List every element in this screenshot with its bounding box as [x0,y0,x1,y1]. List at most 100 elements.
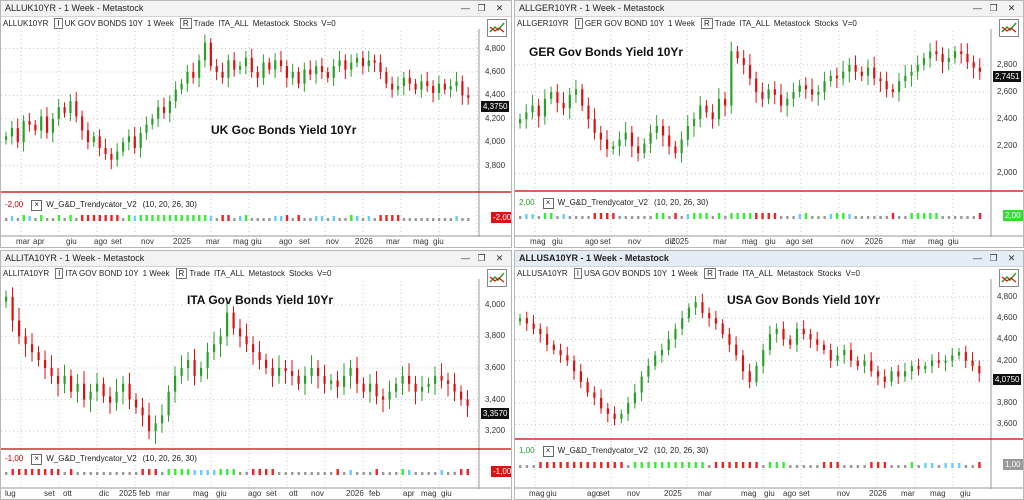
chart-window-ita[interactable]: ALLITA10YR - 1 Week - Metastock — ❐ ✕ AL… [0,250,512,500]
price-chart[interactable] [1,251,512,500]
r-selector[interactable]: R [179,18,192,29]
candle-body [233,60,236,70]
indicator-close-icon[interactable]: × [31,454,43,465]
metastock-logo-icon[interactable] [999,269,1019,287]
metastock-logo-icon[interactable] [999,19,1019,37]
candle-body [382,396,385,400]
candle-body [154,423,157,432]
interval-selector[interactable]: I [55,268,64,279]
window-titlebar[interactable]: ALLUK10YR - 1 Week - Metastock — ❐ ✕ [1,1,511,17]
candle-body [34,124,37,131]
minimize-icon[interactable]: — [461,3,470,13]
candle-body [310,367,313,376]
x-tick-label: nov [841,237,854,246]
candle-body [870,360,873,372]
x-tick-label: mag [421,489,437,498]
candle-body [929,51,932,59]
indicator-bar [624,216,628,219]
toolbar-tag: Trade [193,19,215,28]
indicator-bar [873,216,876,219]
indicator-bar [252,469,255,475]
candle-body [891,89,894,93]
candle-body [45,116,49,133]
candle-body [721,323,724,335]
interval-selector[interactable]: I [54,18,63,29]
indicator-close-icon[interactable]: × [31,200,43,211]
candle-body [630,132,634,147]
candle-body [866,67,870,76]
candle-body [714,318,718,324]
candle-body [767,89,770,99]
indicator-bar [356,472,359,475]
close-icon[interactable]: ✕ [1007,3,1016,13]
candle-body [449,86,452,90]
indicator-bar [519,216,522,219]
candle-body [624,132,627,140]
indicator-close-icon[interactable]: × [542,198,554,209]
price-chart[interactable] [515,251,1024,500]
candle-body [960,51,963,55]
candle-body [660,350,664,356]
candle-body [903,371,907,377]
restore-icon[interactable]: ❐ [989,253,998,263]
interval-selector[interactable]: I [573,268,582,279]
candle-body [978,67,981,72]
candle-body [910,365,913,372]
x-tick-label: 2026 [865,237,883,246]
restore-icon[interactable]: ❐ [989,3,998,13]
indicator-bar [885,216,888,219]
indicator-bar [367,216,371,221]
x-tick-label: 2026 [355,237,373,246]
window-title: ALLGER10YR - 1 Week - Metastock [519,3,665,13]
chart-window-uk[interactable]: ALLUK10YR - 1 Week - Metastock — ❐ ✕ ALL… [0,0,512,248]
indicator-bar [122,472,125,475]
close-icon[interactable]: ✕ [1007,253,1016,263]
chart-window-usa[interactable]: ALLUSA10YR - 1 Week - Metastock — ❐ ✕ AL… [514,250,1024,500]
minimize-icon[interactable]: — [973,253,982,263]
window-titlebar[interactable]: ALLUSA10YR - 1 Week - Metastock — ❐ ✕ [515,251,1023,267]
candle-body [81,116,84,131]
metastock-logo-icon[interactable] [487,19,507,37]
indicator-bar [953,216,957,219]
indicator-bar [714,462,718,468]
window-titlebar[interactable]: ALLGER10YR - 1 Week - Metastock — ❐ ✕ [515,1,1023,17]
metastock-logo-icon[interactable] [487,269,507,287]
restore-icon[interactable]: ❐ [477,3,486,13]
restore-icon[interactable]: ❐ [477,253,486,263]
x-tick-label: mar [156,489,170,498]
candle-body [373,60,376,63]
window-titlebar[interactable]: ALLITA10YR - 1 Week - Metastock — ❐ ✕ [1,251,511,267]
indicator-bar [28,216,31,221]
minimize-icon[interactable]: — [461,253,470,263]
candle-body [24,336,27,345]
x-tick-label: mar [16,237,30,246]
toolbar-tag: Metastock [248,269,285,278]
r-selector[interactable]: R [175,268,188,279]
indicator-bar [546,462,549,468]
candle-body [215,66,218,72]
symbol-label: ALLITA10YR [3,269,50,278]
minimize-icon[interactable]: — [973,3,982,13]
price-chart[interactable] [515,1,1024,248]
candle-body [57,107,60,119]
candle-body [953,51,957,59]
indicator-bar [233,218,236,221]
close-icon[interactable]: ✕ [495,3,504,13]
indicator-bar [151,215,154,221]
r-selector[interactable]: R [700,18,713,29]
candle-body [964,352,967,361]
indicator-bar [291,218,295,221]
indicator-close-icon[interactable]: × [542,446,554,457]
close-icon[interactable]: ✕ [495,253,504,263]
candle-body [141,407,144,416]
candle-body [789,339,792,345]
indicator-bar [680,216,683,219]
candle-body [161,415,164,424]
r-selector[interactable]: R [704,268,716,279]
price-chart[interactable] [1,1,512,248]
interval-selector[interactable]: I [574,18,583,29]
instrument-name: UK GOV BONDS 10Y [64,19,143,28]
indicator-bar [640,462,643,468]
x-tick-label: mar [206,237,220,246]
chart-window-ger[interactable]: ALLGER10YR - 1 Week - Metastock — ❐ ✕ AL… [514,0,1024,248]
